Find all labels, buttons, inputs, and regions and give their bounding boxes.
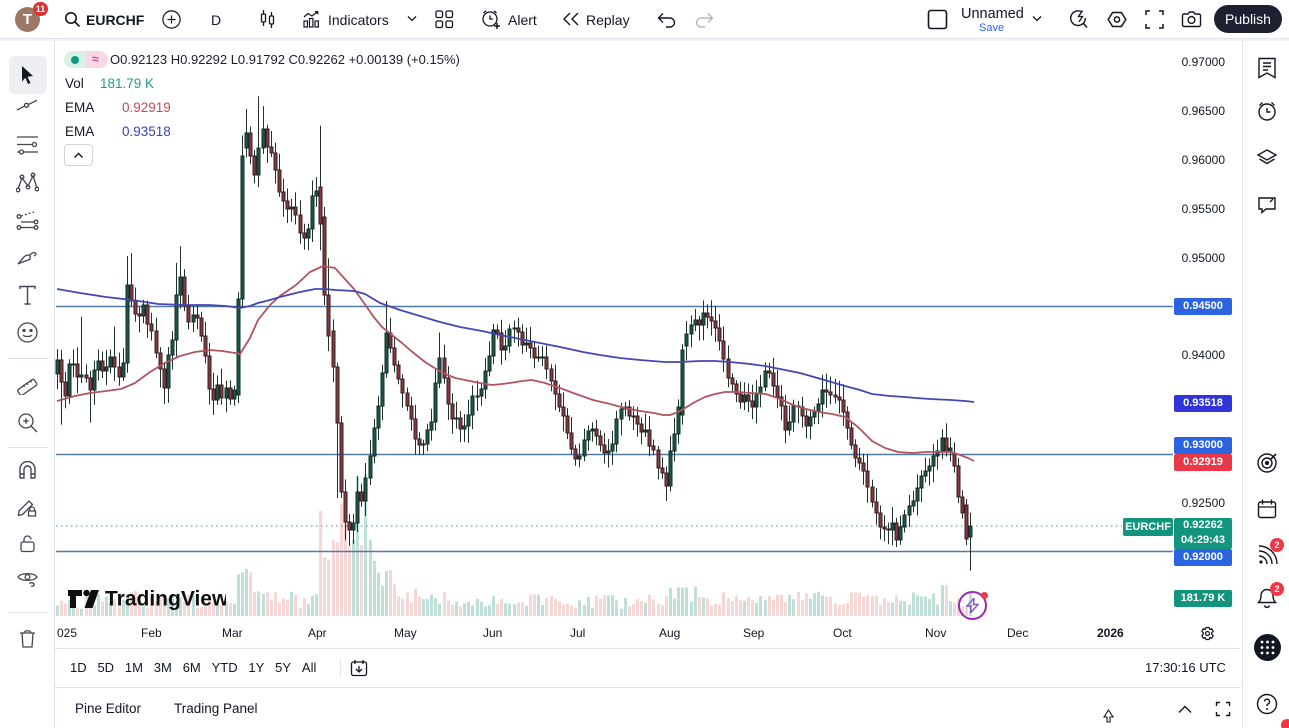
svg-text:TradingView: TradingView bbox=[105, 588, 226, 611]
